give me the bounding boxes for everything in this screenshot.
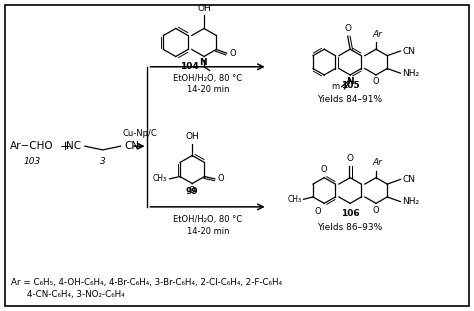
Text: 4-CN-C₆H₄, 3-NO₂-C₆H₄: 4-CN-C₆H₄, 3-NO₂-C₆H₄: [27, 290, 125, 299]
Text: NH₂: NH₂: [402, 69, 419, 78]
Text: N: N: [346, 77, 354, 86]
Text: 104: 104: [181, 62, 199, 71]
Text: O: O: [346, 154, 354, 163]
Text: 105: 105: [341, 81, 359, 90]
Text: CN: CN: [402, 47, 415, 55]
Text: CN: CN: [124, 141, 139, 151]
Text: Ar: Ar: [372, 30, 382, 39]
Text: Yields 84–91%: Yields 84–91%: [318, 95, 383, 104]
Text: Ar−CHO: Ar−CHO: [10, 141, 54, 151]
Text: Ar = C₆H₅, 4-OH-C₆H₄, 4-Br-C₆H₄, 3-Br-C₆H₄, 2-Cl-C₆H₄, 2-F-C₆H₄: Ar = C₆H₅, 4-OH-C₆H₄, 4-Br-C₆H₄, 3-Br-C₆…: [11, 278, 282, 287]
Text: 3: 3: [100, 157, 106, 165]
Text: O: O: [229, 49, 236, 58]
Text: NC: NC: [66, 141, 82, 151]
Text: O: O: [344, 24, 351, 33]
Text: O: O: [315, 207, 321, 216]
Text: 106: 106: [341, 209, 359, 218]
Text: N: N: [199, 58, 207, 67]
Text: 99: 99: [186, 188, 199, 197]
Text: NH₂: NH₂: [402, 197, 419, 206]
Text: Yields 86–93%: Yields 86–93%: [318, 223, 383, 232]
Text: EtOH/H₂O, 80 °C: EtOH/H₂O, 80 °C: [173, 74, 242, 83]
Text: Ar: Ar: [372, 158, 382, 167]
Text: OH: OH: [185, 132, 199, 142]
Text: O: O: [218, 174, 224, 183]
Text: 14-20 min: 14-20 min: [187, 227, 229, 236]
Text: Cu-Np/C: Cu-Np/C: [122, 129, 157, 138]
Text: CH₃: CH₃: [288, 195, 301, 204]
Text: O: O: [373, 206, 379, 215]
Text: +: +: [60, 140, 71, 153]
Text: OH: OH: [197, 4, 211, 13]
Text: O: O: [321, 165, 328, 174]
Text: O: O: [373, 77, 379, 86]
Text: CN: CN: [402, 175, 415, 184]
Text: m: m: [332, 82, 340, 91]
Text: EtOH/H₂O, 80 °C: EtOH/H₂O, 80 °C: [173, 216, 242, 225]
Text: O: O: [189, 186, 196, 195]
Text: 14-20 min: 14-20 min: [187, 85, 229, 94]
Text: CH₃: CH₃: [153, 174, 167, 183]
Text: 103: 103: [23, 157, 41, 165]
